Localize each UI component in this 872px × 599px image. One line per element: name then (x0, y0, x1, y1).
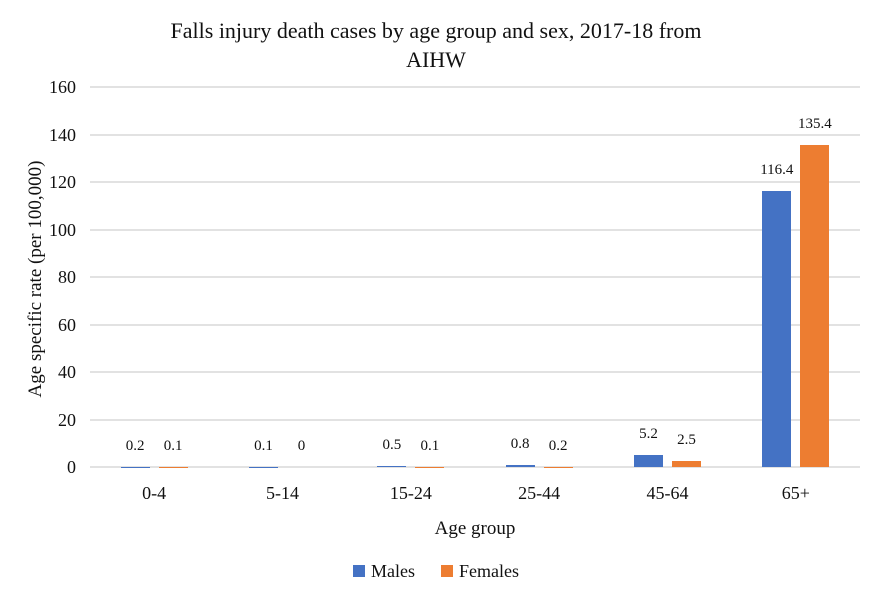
data-label-males-15-24: 0.5 (382, 436, 402, 453)
legend-label-females: Females (459, 561, 519, 581)
gridline-y-120 (90, 181, 860, 183)
bar-males-65+ (762, 190, 792, 467)
x-tick-label-65+: 65+ (781, 483, 810, 503)
data-label-males-0-4: 0.2 (125, 437, 145, 454)
x-tick-label-15-24: 15-24 (389, 483, 432, 503)
females-swatch-icon (441, 565, 453, 577)
plot-area (90, 86, 860, 468)
data-label-females-15-24: 0.1 (420, 437, 440, 454)
x-tick-label-45-64: 45-64 (646, 483, 689, 503)
chart-title-line-2: AIHW (406, 47, 466, 72)
gridline-y-80 (90, 276, 860, 278)
legend: Males Females (0, 561, 872, 581)
legend-label-males: Males (371, 561, 415, 581)
y-tick-label-80: 80 (58, 267, 76, 287)
gridline-y-100 (90, 228, 860, 231)
data-label-females-5-14: 0 (297, 438, 306, 454)
y-tick-label-0: 0 (67, 457, 76, 477)
data-label-males-45-64: 5.2 (639, 425, 658, 442)
bar-males-15-24 (377, 465, 407, 467)
data-label-males-25-44: 0.8 (510, 436, 530, 453)
data-label-females-65+: 135.4 (797, 116, 832, 133)
bar-males-45-64 (634, 454, 663, 467)
gridline-y-40 (90, 371, 860, 373)
gridline-y-160 (90, 86, 860, 88)
y-tick-label-120: 120 (49, 172, 76, 192)
y-tick-label-100: 100 (49, 219, 76, 240)
x-tick-label-5-14: 5-14 (266, 483, 299, 503)
y-tick-label-160: 160 (49, 77, 76, 97)
legend-item-females: Females (441, 561, 519, 581)
x-axis-title: Age group (434, 518, 516, 539)
x-tick-label-25-44: 25-44 (518, 483, 561, 503)
bar-females-65+ (800, 145, 830, 467)
y-tick-label-20: 20 (58, 409, 76, 430)
chart-title-line-1: Falls injury death cases by age group an… (170, 18, 702, 43)
gridline-y-0 (90, 466, 860, 468)
gridline-y-140 (90, 133, 860, 136)
y-tick-label-140: 140 (49, 124, 76, 145)
legend-item-males: Males (353, 561, 415, 581)
data-label-females-45-64: 2.5 (677, 432, 696, 449)
x-tick-label-0-4: 0-4 (142, 483, 167, 503)
gridline-y-60 (90, 323, 860, 326)
data-label-females-25-44: 0.2 (548, 437, 568, 454)
bar-females-45-64 (672, 461, 701, 467)
data-label-males-5-14: 0.1 (254, 437, 273, 454)
bar-males-25-44 (505, 465, 535, 467)
males-swatch-icon (353, 565, 365, 577)
chart-title: Falls injury death cases by age group an… (86, 16, 786, 74)
data-label-males-65+: 116.4 (760, 161, 794, 178)
y-tick-label-40: 40 (58, 362, 76, 382)
y-tick-label-60: 60 (58, 314, 76, 335)
gridline-y-20 (90, 418, 860, 421)
data-label-females-0-4: 0.1 (163, 437, 183, 454)
